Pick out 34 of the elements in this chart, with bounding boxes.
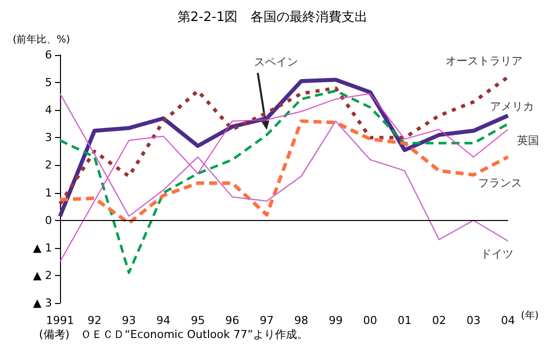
y-tick-label: 5: [45, 76, 52, 90]
x-tick-label: 00: [363, 314, 378, 327]
y-tick-label: 0: [45, 214, 52, 227]
y-tick-label: 2: [45, 158, 52, 172]
y-tick-label: ▲ 2: [33, 268, 52, 282]
series-label: オーストラリア: [446, 54, 522, 68]
series-label: アメリカ: [490, 100, 534, 114]
text: (備考) ＯＥＣＤ“Economic Outlook 77”より作成。: [39, 328, 308, 341]
x-tick-label: 98: [294, 314, 308, 327]
x-tick-label: 95: [190, 314, 205, 327]
x-tick-label: 02: [432, 314, 446, 327]
series-label: ドイツ: [480, 248, 514, 260]
chart-title: 第2-2-1図 各国の最終消費支出: [177, 10, 368, 25]
x-tick-label: 96: [225, 314, 240, 327]
y-tick-label: ▲ 3: [33, 296, 52, 310]
series-label: フランス: [478, 176, 522, 190]
x-tick-label: 93: [122, 314, 136, 327]
x-tick-label: 04: [501, 314, 515, 327]
y-tick-label: 6: [45, 48, 52, 62]
y-tick-label: ▲ 1: [33, 241, 52, 254]
x-tick-label: 1991: [46, 314, 74, 327]
x-tick-label: 94: [156, 314, 170, 327]
x-tick-label: 03: [466, 314, 481, 327]
x-tick-label: 99: [328, 314, 343, 327]
y-tick-label: 1: [45, 186, 52, 200]
x-tick-label: 01: [398, 314, 412, 327]
text: スペイン: [254, 55, 298, 68]
y-axis-title: (前年比、%): [12, 34, 70, 46]
x-tick-label: 92: [87, 314, 102, 327]
x-tick-label: 97: [260, 314, 274, 327]
series-label: 英国: [517, 134, 539, 147]
y-tick-label: 4: [45, 104, 52, 117]
x-axis-title: (年): [520, 310, 539, 322]
y-tick-label: 3: [45, 131, 52, 144]
